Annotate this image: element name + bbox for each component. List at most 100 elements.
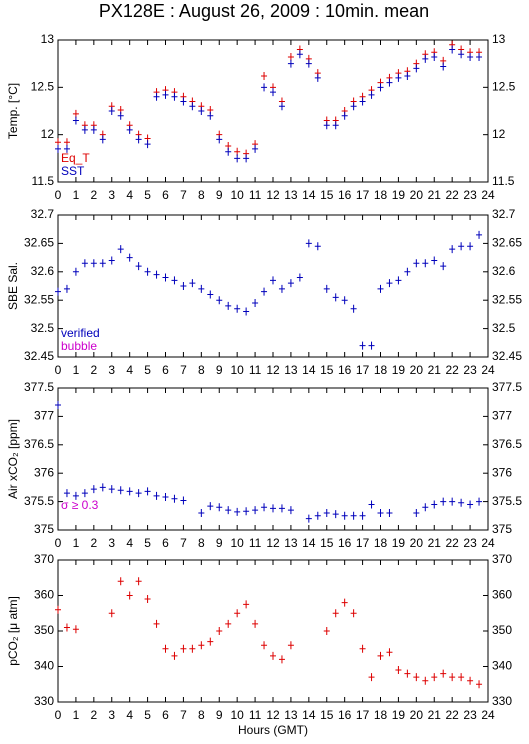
x-tick-label: 17 — [356, 708, 370, 722]
x-tick-label: 12 — [266, 536, 280, 550]
data-point — [386, 648, 393, 657]
y-tick-label: 32.55 — [492, 292, 522, 306]
data-point — [55, 287, 61, 296]
data-point — [261, 641, 268, 650]
y-tick-label: 375.5 — [24, 494, 54, 508]
data-point — [314, 242, 321, 251]
x-tick-label: 11 — [249, 536, 262, 550]
data-point — [135, 577, 142, 586]
data-point — [413, 64, 420, 73]
data-point — [234, 304, 241, 313]
data-point — [99, 259, 106, 268]
data-point — [261, 287, 268, 296]
x-tick-label: 21 — [428, 708, 442, 722]
x-tick-label: 16 — [338, 188, 352, 202]
data-point — [350, 511, 357, 520]
x-tick-label: 23 — [463, 363, 477, 377]
y-tick-label: 377.5 — [492, 380, 522, 394]
y-tick-label: 340 — [34, 659, 54, 673]
data-point — [332, 510, 339, 519]
y-tick-label: 330 — [34, 694, 54, 708]
legend-entry: SST — [61, 164, 85, 178]
y-tick-label: 12 — [492, 127, 506, 141]
data-point — [99, 483, 106, 492]
data-point — [413, 673, 420, 682]
data-point — [216, 627, 223, 635]
data-point — [467, 242, 474, 251]
x-tick-label: 1 — [73, 536, 80, 550]
data-point — [207, 637, 214, 646]
data-point — [458, 242, 465, 251]
y-tick-label: 32.6 — [31, 264, 55, 278]
data-point — [198, 641, 205, 650]
y-tick-label: 11.5 — [32, 174, 55, 188]
data-point — [252, 299, 259, 308]
legend-entry: verified — [61, 326, 100, 340]
data-point — [81, 259, 88, 268]
data-point — [108, 485, 115, 494]
y-tick-label: 376.5 — [24, 437, 54, 451]
data-point — [476, 230, 483, 239]
x-tick-label: 21 — [428, 536, 442, 550]
data-point — [55, 401, 61, 410]
data-point — [458, 50, 465, 59]
y-tick-label: 330 — [492, 694, 512, 708]
data-point — [162, 90, 169, 99]
y-tick-label: 32.45 — [492, 349, 522, 363]
x-tick-label: 9 — [216, 708, 223, 722]
data-point — [216, 135, 223, 144]
x-tick-label: 9 — [216, 536, 223, 550]
x-tick-label: 14 — [302, 536, 316, 550]
y-tick-label: 12.5 — [31, 80, 55, 94]
y-tick-label: 377.5 — [24, 380, 54, 394]
data-point — [458, 673, 465, 682]
data-point — [189, 102, 196, 111]
x-tick-label: 3 — [108, 363, 115, 377]
data-point — [63, 144, 70, 153]
legend-entry: bubble — [61, 339, 97, 353]
data-point — [386, 78, 393, 87]
data-point — [395, 666, 402, 675]
data-point — [207, 290, 214, 299]
data-point — [189, 279, 196, 288]
data-point — [422, 259, 429, 268]
data-point — [404, 71, 411, 80]
x-tick-label: 15 — [320, 188, 334, 202]
data-point — [135, 262, 142, 271]
x-tick-label: 2 — [90, 363, 97, 377]
x-tick-label: 10 — [230, 188, 244, 202]
data-point — [153, 92, 160, 101]
data-point — [108, 609, 115, 618]
data-point — [135, 135, 142, 144]
data-point — [144, 267, 151, 276]
data-point — [359, 644, 366, 653]
x-tick-label: 18 — [374, 536, 388, 550]
x-tick-label: 24 — [481, 188, 495, 202]
x-tick-label: 7 — [180, 363, 187, 377]
data-point — [72, 625, 79, 634]
x-tick-label: 4 — [126, 363, 133, 377]
data-point — [117, 486, 124, 495]
data-point — [449, 673, 456, 682]
x-tick-label: 6 — [162, 188, 169, 202]
x-tick-label: 22 — [445, 188, 459, 202]
data-point — [55, 144, 61, 153]
data-point — [278, 284, 285, 293]
data-point — [216, 503, 223, 512]
x-tick-label: 23 — [463, 708, 477, 722]
data-point — [270, 88, 276, 97]
plot-frame — [57, 214, 489, 358]
x-tick-label: 19 — [392, 536, 406, 550]
data-point — [332, 609, 339, 618]
data-point — [243, 307, 250, 316]
data-point — [180, 644, 187, 653]
x-tick-label: 8 — [198, 708, 205, 722]
x-tick-label: 15 — [320, 708, 334, 722]
data-point — [234, 609, 241, 618]
x-tick-label: 10 — [230, 536, 244, 550]
data-point — [126, 487, 133, 496]
data-point — [314, 73, 321, 82]
data-point — [341, 296, 348, 305]
data-point — [395, 276, 402, 285]
x-tick-label: 1 — [73, 708, 80, 722]
